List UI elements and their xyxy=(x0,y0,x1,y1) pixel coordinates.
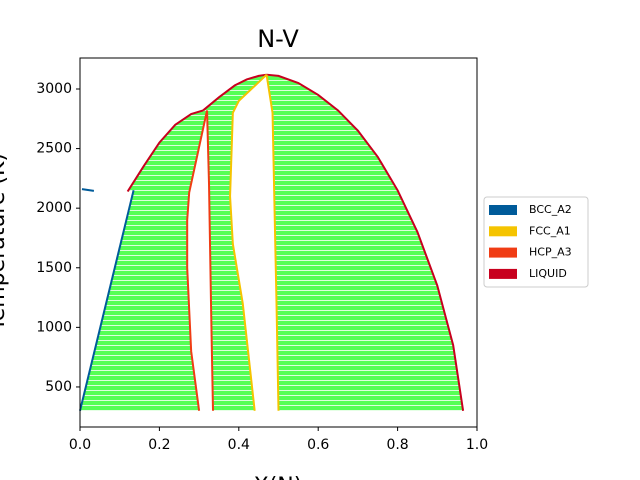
two-phase-region xyxy=(80,110,208,411)
y-tick-label: 3000 xyxy=(36,81,72,97)
x-tick-label: 1.0 xyxy=(466,437,488,453)
x-tick-label: 0.4 xyxy=(228,437,250,453)
legend-swatch xyxy=(489,247,517,258)
y-tick-label: 1000 xyxy=(36,319,72,335)
phase-boundary xyxy=(265,74,280,411)
y-tick-label: 1500 xyxy=(36,260,72,276)
y-tick-label: 2500 xyxy=(36,141,72,157)
phase-boundary xyxy=(206,110,214,411)
phase-boundary xyxy=(202,73,267,112)
phase-boundary xyxy=(79,190,135,412)
x-tick-label: 0.0 xyxy=(69,437,91,453)
phase-boundary xyxy=(81,188,95,192)
legend-label: LIQUID xyxy=(529,267,567,280)
plot-frame xyxy=(79,57,478,428)
y-tick-label: 500 xyxy=(45,379,72,395)
y-tick-label: 2000 xyxy=(36,200,72,216)
phase-boundary xyxy=(126,109,204,193)
legend-label: BCC_A2 xyxy=(529,203,572,216)
legend-label: HCP_A3 xyxy=(529,246,572,259)
legend: BCC_A2 FCC_A1 HCP_A3 LIQUID xyxy=(483,196,589,288)
phase-boundary xyxy=(266,73,465,411)
x-tick-label: 0.6 xyxy=(307,437,329,453)
chart-title: N-V xyxy=(257,25,299,53)
legend-swatch xyxy=(489,226,517,237)
legend-swatch xyxy=(489,205,517,215)
two-phase-region xyxy=(266,74,464,411)
x-tick-label: 0.2 xyxy=(148,437,170,453)
phase-boundary xyxy=(186,110,209,411)
x-tick-label: 0.8 xyxy=(386,437,408,453)
legend-swatch xyxy=(489,268,517,279)
x-axis-label: X(N) xyxy=(254,474,303,480)
two-phase-region xyxy=(203,74,267,411)
legend-box xyxy=(483,196,589,288)
legend-label: FCC_A1 xyxy=(529,224,571,237)
phase-boundary xyxy=(229,73,268,411)
y-axis-label: Temperature (K) xyxy=(0,153,10,332)
